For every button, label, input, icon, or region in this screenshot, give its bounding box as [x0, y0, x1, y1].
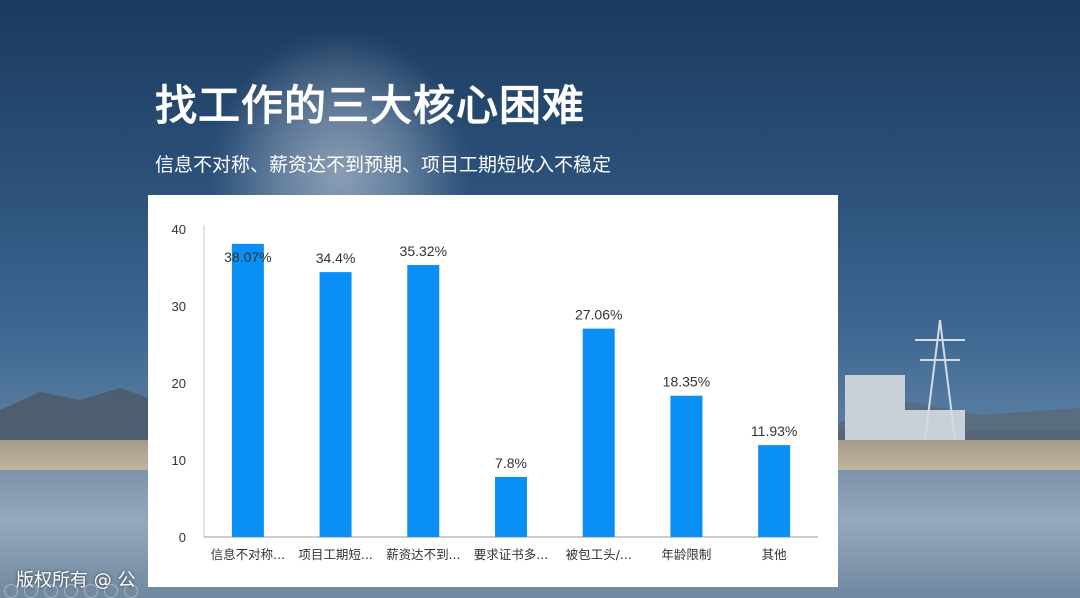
slide-title: 找工作的三大核心困难	[155, 81, 586, 130]
y-tick-label: 30	[172, 299, 186, 314]
x-tick-label: 项目工期短...	[298, 547, 372, 562]
bar	[582, 328, 615, 537]
data-label: 38.07%	[224, 249, 271, 265]
data-label: 27.06%	[575, 307, 622, 323]
y-tick-label: 10	[172, 453, 186, 468]
slide-subtitle: 信息不对称、薪资达不到预期、项目工期短收入不稳定	[155, 154, 612, 176]
bar	[758, 445, 791, 537]
x-tick-label: 信息不对称...	[211, 547, 285, 562]
y-tick-label: 20	[172, 376, 186, 391]
bar	[495, 476, 527, 537]
y-tick-label: 40	[172, 222, 186, 237]
slideshow-controls	[4, 584, 138, 598]
data-label: 11.93%	[751, 423, 797, 439]
x-tick-label: 年龄限制	[661, 547, 711, 562]
prev-icon[interactable]	[4, 584, 18, 598]
play-icon[interactable]	[24, 584, 38, 598]
next-icon[interactable]	[44, 584, 58, 598]
pen-icon[interactable]	[64, 584, 78, 598]
factory-building	[905, 410, 965, 440]
data-label: 34.4%	[316, 250, 356, 266]
data-label: 18.35%	[663, 374, 710, 390]
bar	[231, 243, 264, 537]
more-icon[interactable]	[124, 584, 138, 598]
bar	[407, 265, 440, 537]
x-tick-label: 薪资达不到...	[386, 547, 460, 562]
bar	[670, 395, 703, 537]
bar-chart: 0 10 20 30 40 38.07% 信息不对称... 34.4% 项目工期短... 35.3…	[172, 222, 818, 562]
x-tick-label: 被包工头/...	[566, 547, 632, 562]
chart-card: 0 10 20 30 40 38.07% 信息不对称... 34.4% 项目工期短... 35.3…	[148, 195, 838, 587]
data-label: 7.8%	[495, 455, 527, 471]
y-tick-label: 0	[179, 530, 186, 545]
factory-building	[845, 375, 905, 440]
bar	[319, 272, 352, 537]
data-label: 35.32%	[400, 243, 447, 259]
x-tick-label: 其他	[762, 547, 788, 562]
x-tick-label: 要求证书多...	[474, 547, 548, 562]
power-tower	[915, 320, 965, 440]
copy-icon[interactable]	[84, 584, 98, 598]
zoom-icon[interactable]	[104, 584, 118, 598]
